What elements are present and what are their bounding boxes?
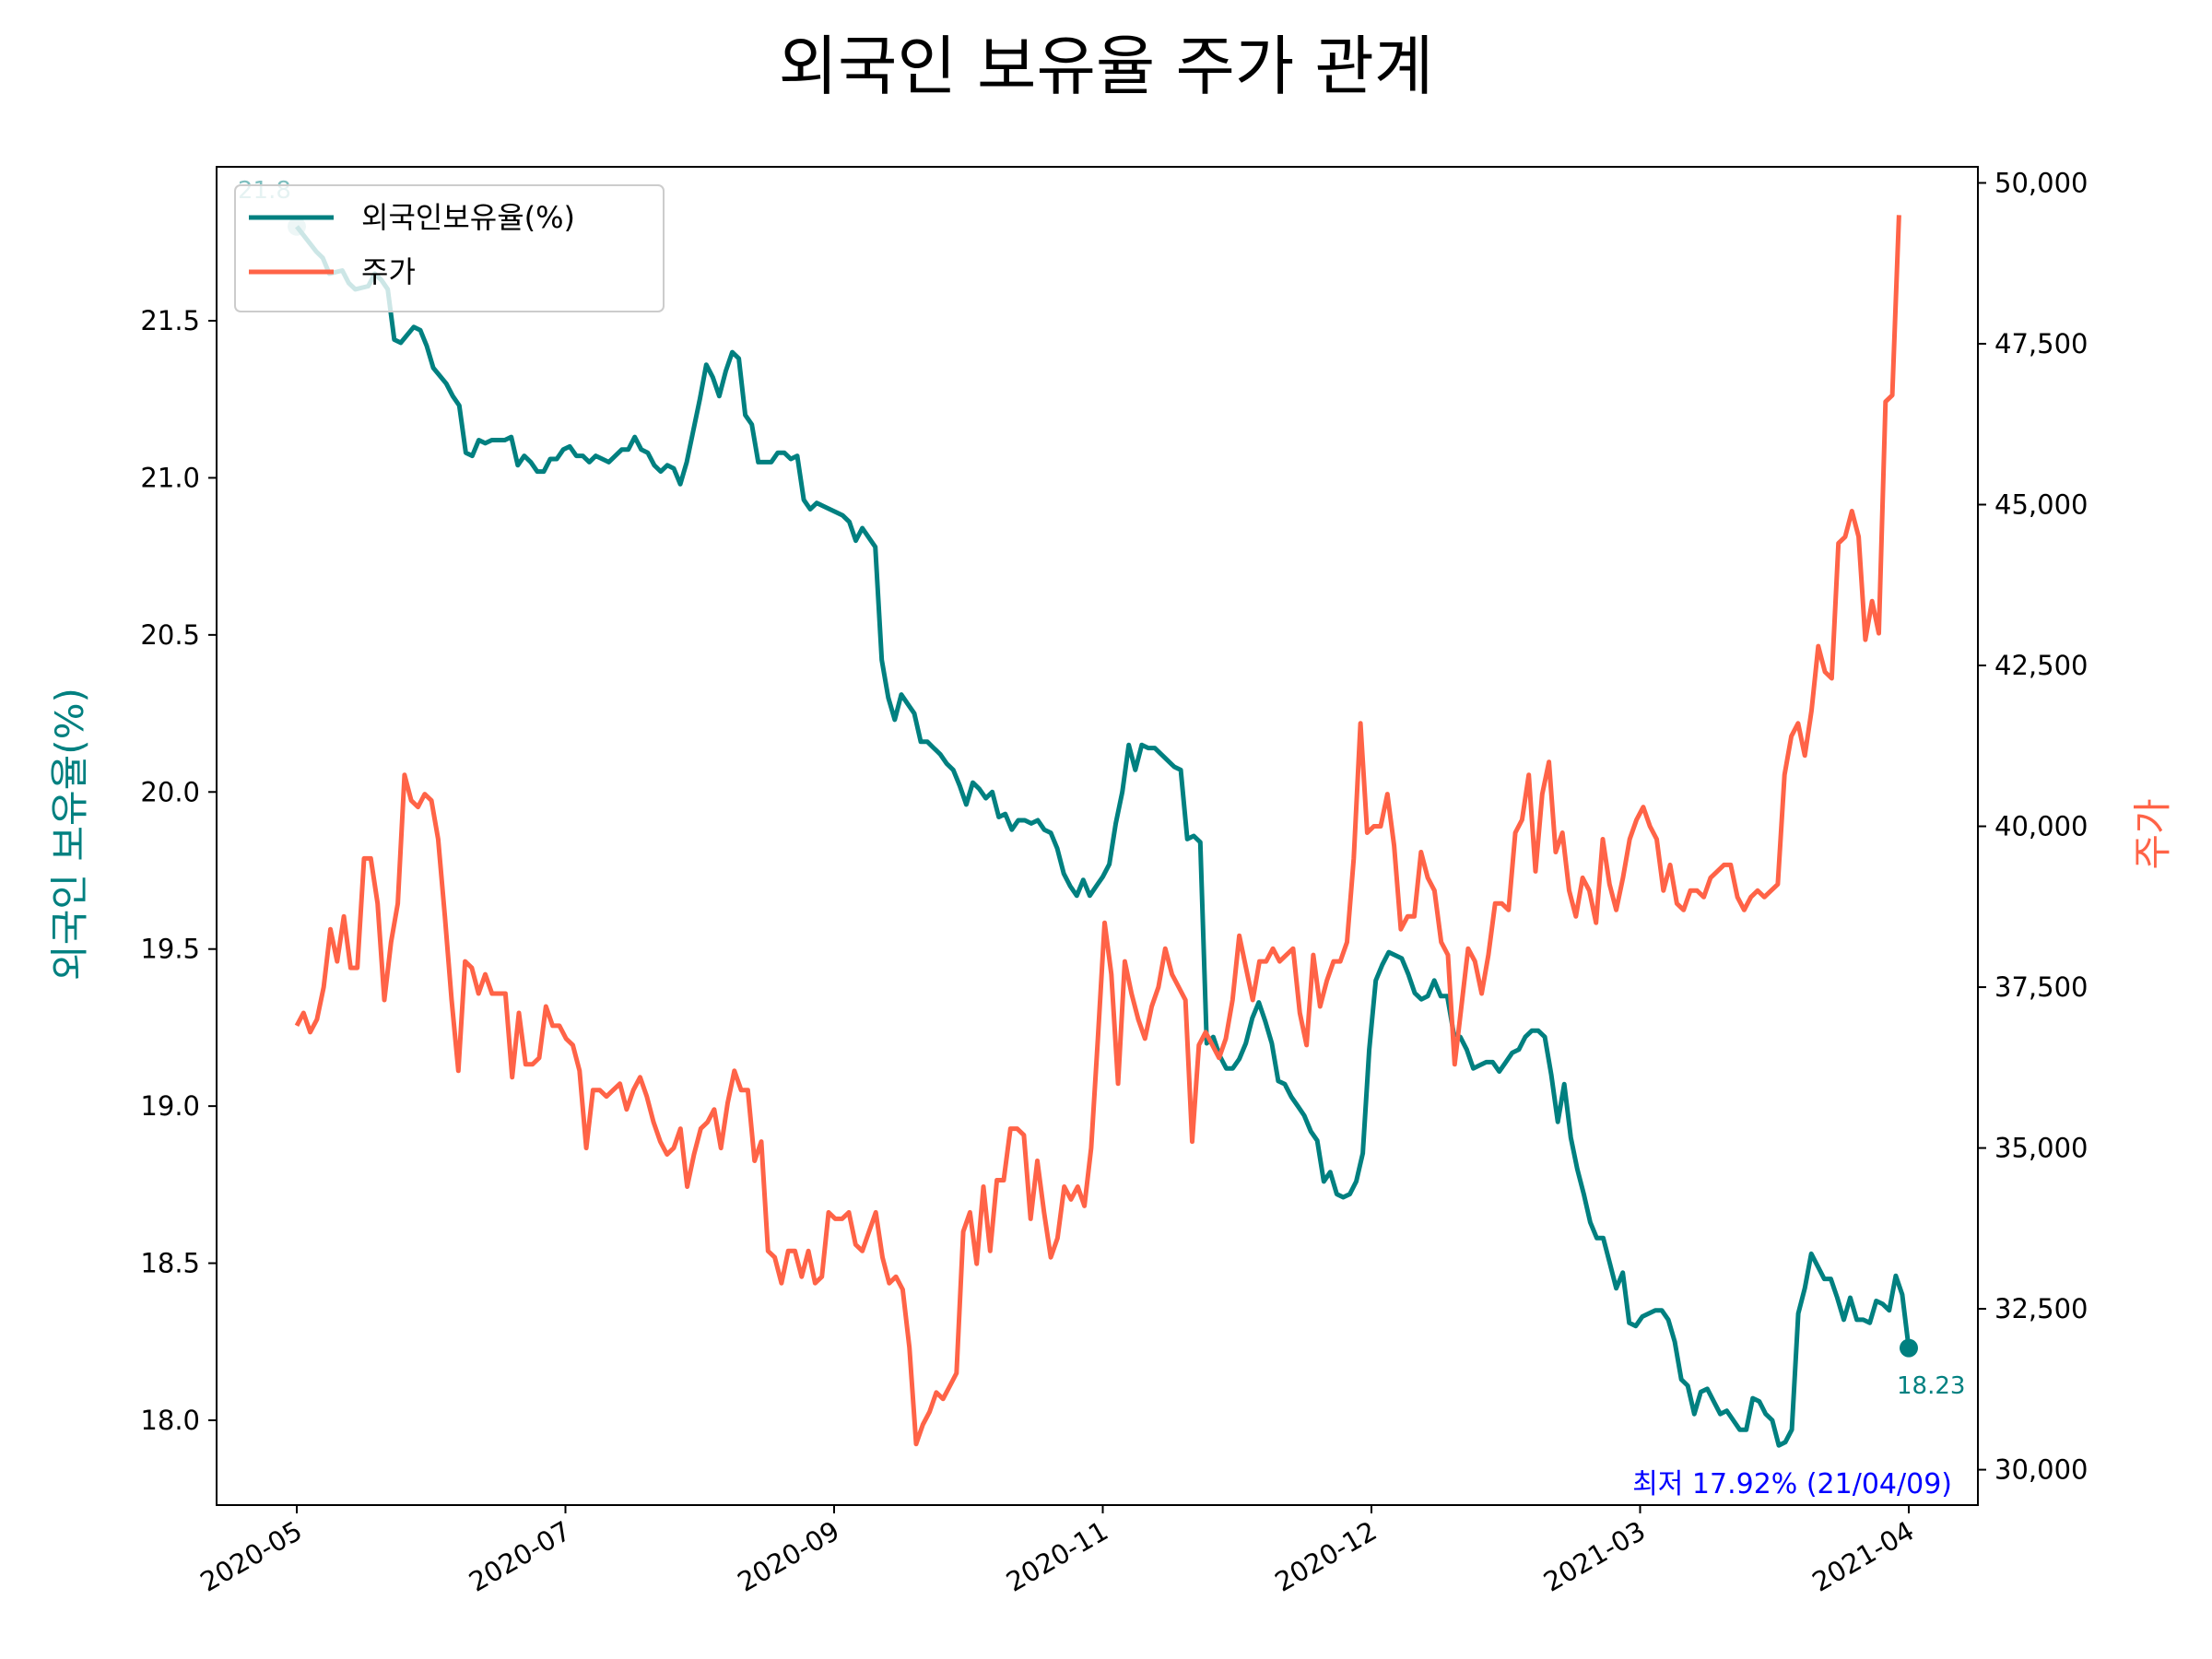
right-tick-label: 37,500 xyxy=(1994,971,2088,1003)
x-tick-label: 2021-03 xyxy=(1538,1515,1651,1598)
left-tick-label: 20.5 xyxy=(140,619,200,651)
chart-title: 외국인 보유율 주가 관계 xyxy=(779,29,1434,104)
right-tick-label: 42,500 xyxy=(1994,650,2088,681)
end-value-label: 18.23 xyxy=(1897,1372,1965,1400)
left-tick-label: 19.5 xyxy=(140,934,200,965)
left-tick-label: 20.0 xyxy=(140,776,200,807)
x-tick-label: 2020-11 xyxy=(1001,1515,1113,1598)
legend-label-ownership: 외국인보유율(%) xyxy=(361,200,575,235)
right-tick-label: 32,500 xyxy=(1994,1293,2088,1324)
left-tick-label: 18.5 xyxy=(140,1248,200,1279)
right-tick-label: 45,000 xyxy=(1994,488,2088,520)
left-y-axis: 18.0 18.5 19.0 19.5 20.0 20.5 21.0 21.5 xyxy=(140,305,217,1436)
right-tick-label: 30,000 xyxy=(1994,1454,2088,1486)
x-tick-label: 2020-07 xyxy=(464,1515,576,1598)
series-markers xyxy=(288,217,1918,1358)
left-tick-label: 21.0 xyxy=(140,462,200,493)
y-axis-title-right: 주가 xyxy=(2130,798,2175,869)
legend: 외국인보유율(%) 주가 xyxy=(234,184,665,312)
x-tick-label: 2020-09 xyxy=(733,1515,845,1598)
left-tick-label: 21.5 xyxy=(140,305,200,336)
left-tick-label: 19.0 xyxy=(140,1090,200,1122)
legend-box xyxy=(234,184,665,312)
right-y-axis: 30,000 32,500 35,000 37,500 40,000 42,500 45,0… xyxy=(1978,167,2088,1486)
x-tick-label: 2020-05 xyxy=(195,1515,308,1598)
end-point-marker xyxy=(1900,1338,1918,1358)
plot-frame xyxy=(216,166,1979,1506)
legend-label-price: 주가 xyxy=(361,254,416,289)
annotations: 21.8 18.23 최저 17.92% (21/04/09) xyxy=(238,177,1965,1500)
minimum-value-label: 최저 17.92% (21/04/09) xyxy=(1632,1468,1952,1500)
right-tick-label: 47,500 xyxy=(1994,328,2088,359)
series-lines xyxy=(294,215,1912,1448)
series-line-ownership xyxy=(295,225,1912,1448)
left-tick-label: 18.0 xyxy=(140,1405,200,1436)
x-axis: 2020-05 2020-07 2020-09 2020-11 2020-12 2021-… xyxy=(195,1505,1920,1598)
right-tick-label: 35,000 xyxy=(1994,1133,2088,1164)
right-tick-label: 40,000 xyxy=(1994,811,2088,842)
x-tick-label: 2020-12 xyxy=(1270,1515,1382,1598)
x-tick-label: 2021-04 xyxy=(1807,1515,1920,1598)
right-tick-label: 50,000 xyxy=(1994,167,2088,198)
y-axis-title-left: 외국인 보유율(%) xyxy=(47,688,92,981)
series-line-price xyxy=(294,215,1901,1447)
